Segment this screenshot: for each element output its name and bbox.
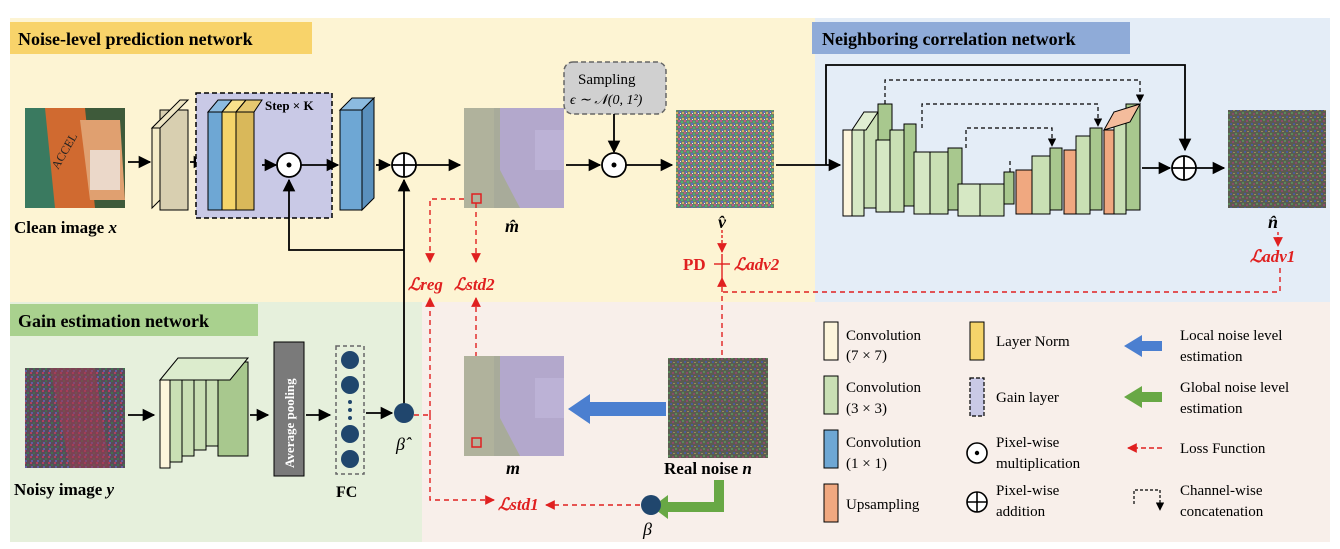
step-k-label: Step × K: [265, 98, 314, 113]
legend-pixel-add-icon: [966, 491, 988, 513]
legend-upsampling: Upsampling: [846, 497, 920, 513]
gain-conv-stack: [158, 357, 250, 469]
legend-local-b: estimation: [1180, 349, 1243, 365]
legend-swatch-gainlayer: [969, 377, 985, 417]
m-hat-image: [464, 108, 564, 208]
sampling-formula: ϵ ∼ 𝒩(0, 1²): [570, 93, 643, 108]
l-std1-label: ℒstd1: [498, 495, 539, 514]
clean-image: ACCEL: [25, 108, 125, 208]
local-estimation-arrow: [568, 394, 666, 424]
legend-region: [422, 302, 1330, 542]
legend-swatch-conv3: [823, 375, 839, 415]
fc-nodes: [341, 351, 359, 468]
neighboring-title: Neighboring correlation network: [822, 29, 1076, 49]
legend-swatch-conv7: [823, 321, 839, 361]
real-noise-image: [668, 358, 768, 458]
l-std2-label: ℒstd2: [454, 275, 495, 294]
gain-title: Gain estimation network: [18, 311, 209, 331]
fc-label: FC: [336, 484, 357, 501]
real-noise-label: Real noise: [664, 459, 739, 478]
sampling-box: [563, 61, 667, 115]
svg-text:Noisy image y: Noisy image y: [14, 480, 115, 499]
pixel-add-op-1: [391, 152, 417, 178]
conv7-block: [150, 99, 190, 211]
avg-pool-label: Average pooling: [282, 378, 297, 468]
global-estimation-arrow: [652, 480, 724, 519]
beta-label: β: [642, 519, 652, 539]
legend-swatch-layernorm: [969, 321, 985, 361]
legend-green-arrow-icon: [1124, 386, 1162, 408]
l-adv1-label: ℒadv1: [1250, 247, 1295, 266]
pixel-add-op-2: [1171, 155, 1197, 181]
clean-image-var: x: [107, 218, 117, 237]
legend-pixel-mult-b: multiplication: [996, 456, 1081, 472]
legend-pixel-add-a: Pixel-wise: [996, 483, 1060, 499]
pd-label: PD: [683, 255, 706, 274]
svg-text:Clean image x: Clean image x: [14, 218, 117, 237]
noisy-image-var: y: [105, 480, 115, 499]
legend-pixel-add-b: addition: [996, 504, 1046, 520]
legend-conv3-b: (3 × 3): [846, 401, 887, 417]
n-hat-label: n̂: [1268, 212, 1278, 232]
noisy-image-label: Noisy image: [14, 480, 103, 499]
legend-concat-b: concatenation: [1180, 504, 1264, 520]
legend-conv1-a: Convolution: [846, 435, 922, 451]
n-hat-image: [1228, 110, 1326, 208]
svg-text:Real noise n: Real noise n: [664, 459, 752, 478]
pixel-mult-op-1: [276, 152, 302, 178]
clean-image-label: Clean image: [14, 218, 105, 237]
legend-layer-norm: Layer Norm: [996, 334, 1070, 350]
m-image: [464, 356, 564, 456]
legend-swatch-upsample: [823, 483, 839, 523]
pixel-mult-op-2: [601, 152, 627, 178]
beta-hat-node: [394, 403, 414, 423]
v-hat-image: [676, 110, 774, 208]
legend-swatch-conv1: [823, 429, 839, 469]
legend-conv7-a: Convolution: [846, 328, 922, 344]
conv1-block: [338, 96, 376, 212]
l-reg-label: ℒreg: [408, 275, 443, 294]
fc-box: [335, 345, 365, 475]
m-hat-label: m̂: [505, 216, 519, 236]
legend-conv3-a: Convolution: [846, 380, 922, 396]
legend-pixel-mult-a: Pixel-wise: [996, 435, 1060, 451]
legend-loss: Loss Function: [1180, 441, 1266, 457]
legend-concat-a: Channel-wise: [1180, 483, 1263, 499]
gain-stack: [206, 99, 263, 211]
legend-pixel-mult-icon: [966, 442, 988, 464]
l-adv2-label: ℒadv2: [734, 255, 780, 274]
avg-pool-block: [273, 341, 305, 477]
v-hat-label: v̂: [718, 212, 727, 232]
legend-gain-layer: Gain layer: [996, 390, 1059, 406]
sampling-title: Sampling: [578, 72, 636, 88]
real-noise-var: n: [742, 459, 751, 478]
legend-global-a: Global noise level: [1180, 380, 1289, 396]
m-label: m: [506, 458, 520, 478]
unet-blocks: [842, 103, 1142, 217]
noise-level-title: Noise-level prediction network: [18, 29, 253, 49]
beta-node: [641, 495, 661, 515]
legend-conv7-b: (7 × 7): [846, 348, 887, 364]
legend-concat-icon: [1133, 489, 1165, 511]
legend-global-b: estimation: [1180, 401, 1243, 417]
legend-conv1-b: (1 × 1): [846, 456, 887, 472]
concat-connectors: [884, 79, 1145, 172]
legend-local-a: Local noise level: [1180, 328, 1282, 344]
legend-blue-arrow-icon: [1124, 335, 1162, 357]
legend: Convolution (7 × 7) Convolution (3 × 3) …: [823, 321, 1289, 523]
